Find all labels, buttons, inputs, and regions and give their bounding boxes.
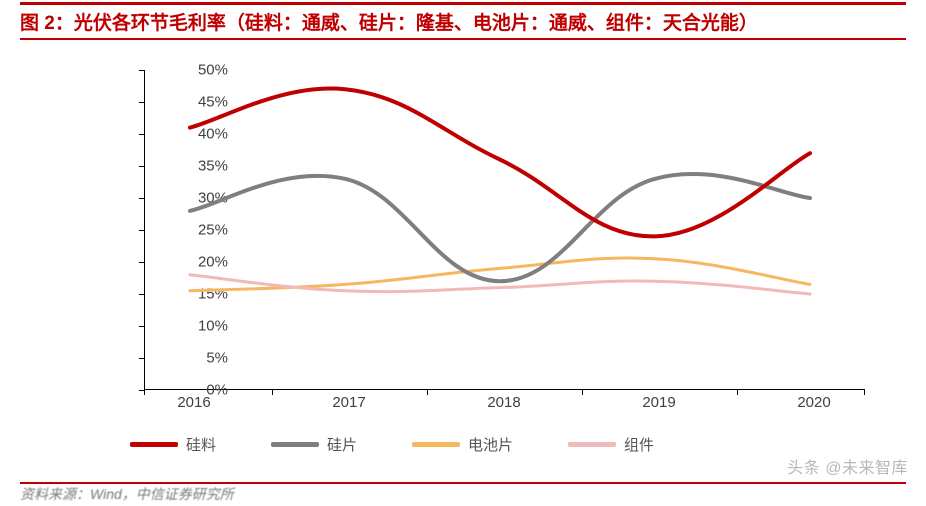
legend-label: 组件: [624, 434, 654, 455]
chart-area: 0%5%10%15%20%25%30%35%40%45%50% 20162017…: [60, 60, 880, 420]
x-tick-label: 2020: [797, 394, 830, 411]
chart-title: 图 2：光伏各环节毛利率（硅料：通威、硅片：隆基、电池片：通威、组件：天合光能）: [20, 8, 758, 35]
title-prefix: 图 2：: [20, 13, 74, 34]
legend-swatch: [271, 442, 319, 447]
x-tick-label: 2016: [177, 394, 210, 411]
legend-label: 电池片: [468, 434, 513, 455]
legend-swatch: [568, 442, 616, 447]
x-tick-label: 2017: [332, 394, 365, 411]
plot-area: [140, 70, 860, 390]
x-tick-label: 2019: [642, 394, 675, 411]
legend-label: 硅料: [186, 434, 216, 455]
title-text: 光伏各环节毛利率（硅料：通威、硅片：隆基、电池片：通威、组件：天合光能）: [74, 13, 758, 34]
title-rule-top: [20, 2, 906, 5]
legend-swatch: [412, 442, 460, 447]
watermark: 头条 @未来智库: [787, 454, 908, 478]
series-line-组件: [190, 275, 810, 294]
legend-label: 硅片: [327, 434, 357, 455]
legend-swatch: [130, 442, 178, 447]
legend-item: 硅片: [271, 434, 357, 455]
line-series-svg: [140, 70, 860, 390]
legend: 硅料 硅片 电池片 组件: [130, 430, 830, 458]
source-text: 资料来源：Wind，中信证券研究所: [20, 484, 234, 504]
legend-item: 硅料: [130, 434, 216, 455]
x-tick-mark: [864, 389, 865, 395]
title-rule-bottom: [20, 38, 906, 40]
series-line-硅料: [190, 88, 810, 236]
x-tick-label: 2018: [487, 394, 520, 411]
legend-item: 组件: [568, 434, 654, 455]
legend-item: 电池片: [412, 434, 513, 455]
